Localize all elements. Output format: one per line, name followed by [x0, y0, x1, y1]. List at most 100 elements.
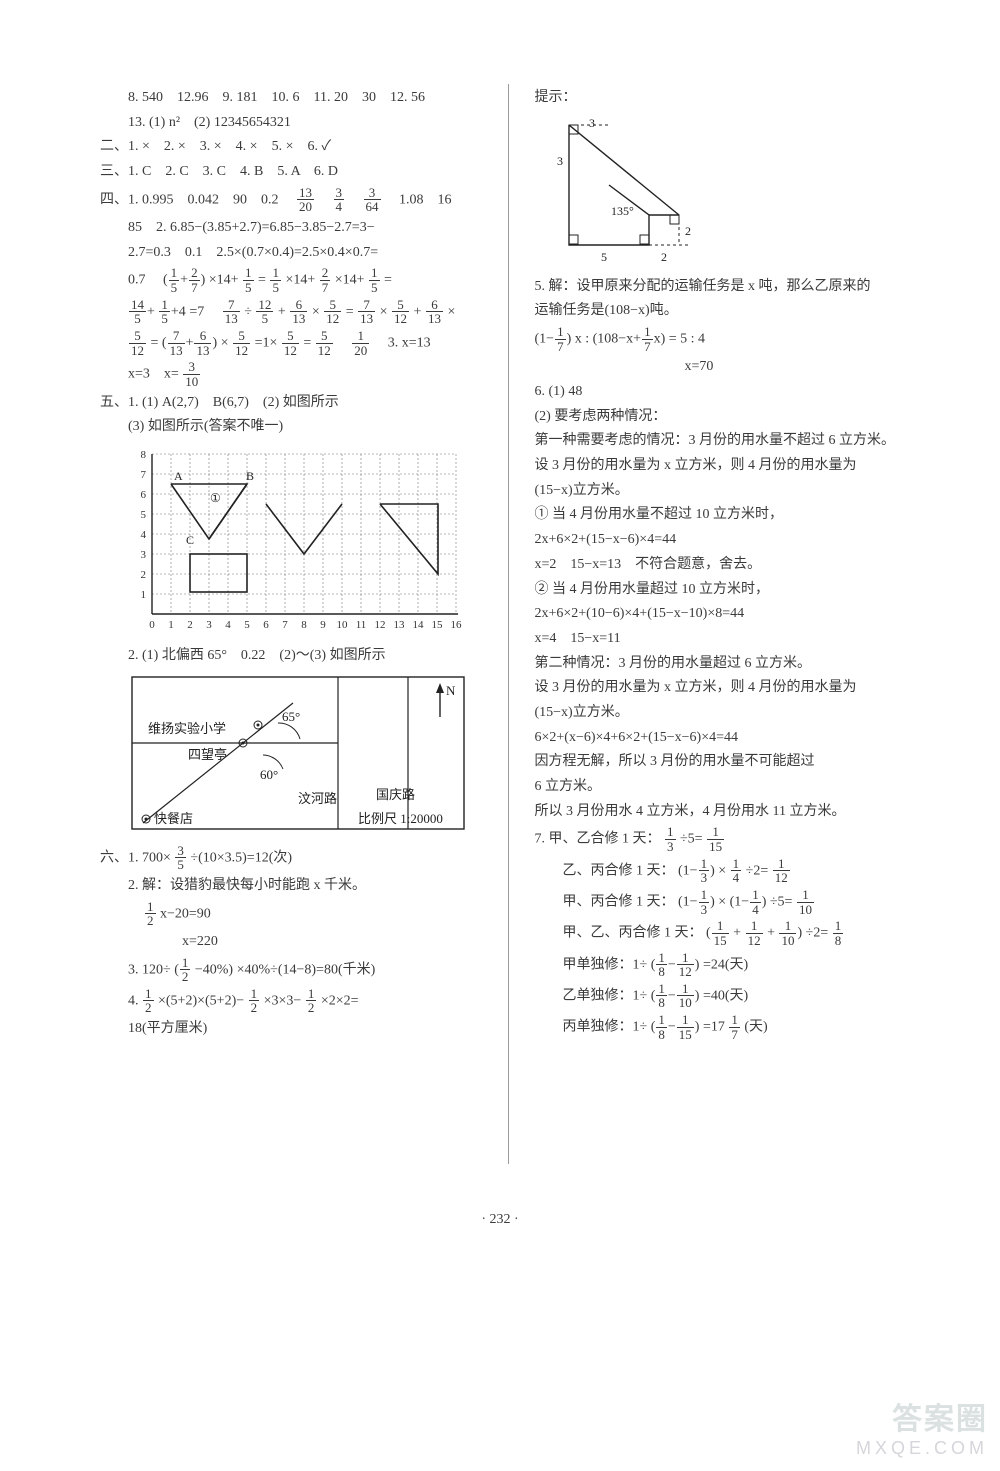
t: −40% — [195, 962, 229, 977]
t: × — [447, 304, 455, 319]
text: 5. 解：设甲原来分配的运输任务是 x 吨，那么乙原来的 — [535, 276, 917, 298]
t: =17 — [703, 1019, 725, 1034]
svg-text:9: 9 — [320, 619, 326, 631]
fraction: 713 — [167, 329, 186, 357]
t: 3. x=13 — [374, 335, 431, 350]
t: ÷5= — [680, 832, 703, 847]
fraction: 13 — [698, 857, 711, 885]
fraction: 512 — [391, 298, 410, 326]
fraction: 112 — [772, 857, 791, 885]
t: 丙单独修：1÷ — [563, 1019, 648, 1034]
fraction: 613 — [425, 298, 444, 326]
fraction: 713 — [357, 298, 376, 326]
fraction: 145 — [128, 298, 147, 326]
t: ×3×3− — [264, 993, 302, 1008]
text: 六、1. 700× 35 ÷(10×3.5)=12(次) — [100, 844, 482, 872]
svg-text:11: 11 — [356, 619, 367, 631]
text: 8. 540 12.96 9. 181 10. 6 11. 20 30 12. … — [100, 87, 482, 109]
text: 6. (1) 48 — [535, 381, 917, 403]
fraction: 115 — [706, 825, 725, 853]
t: × — [221, 335, 229, 350]
text: 2. 解：设猎豹最快每小时能跑 x 千米。 — [100, 875, 482, 897]
text: 7. 甲、乙合修 1 天： 13 ÷5= 115 — [535, 825, 917, 853]
t: 甲单独修：1÷ — [563, 957, 648, 972]
fraction: 17 — [641, 325, 654, 353]
t: = 5 : 4 — [669, 331, 705, 346]
svg-text:4: 4 — [141, 529, 147, 541]
text: 2x+6×2+(10−6)×4+(15−x−10)×8=44 — [535, 603, 917, 625]
fraction: 512 — [315, 329, 334, 357]
tri-label: 2 — [661, 250, 667, 264]
fraction: 27 — [188, 266, 201, 294]
t: = — [346, 304, 354, 319]
fraction: 13 — [664, 825, 677, 853]
svg-text:3: 3 — [141, 549, 147, 561]
text: 因方程无解，所以 3 月份的用水量不可能超过 — [535, 751, 917, 773]
fraction: 34 — [333, 186, 346, 214]
fraction: 1320 — [296, 186, 315, 214]
t: + — [733, 926, 741, 941]
fraction: 13 — [698, 888, 711, 916]
t: ×2×2= — [321, 993, 359, 1008]
fraction: 115 — [711, 919, 730, 947]
text: 2.7=0.3 0.1 2.5×(0.7×0.4)=2.5×0.4×0.7= — [100, 242, 482, 264]
fraction: 125 — [255, 298, 274, 326]
tri-label: 5 — [601, 250, 607, 264]
left-column: 8. 540 12.96 9. 181 10. 6 11. 20 30 12. … — [100, 84, 482, 1164]
fraction: 110 — [796, 888, 815, 916]
text: 3. 120÷ (12 −40%) ×40%÷(14−8)=80(千米) — [100, 956, 482, 984]
fraction: 17 — [728, 1013, 741, 1041]
fraction: 512 — [281, 329, 300, 357]
fraction: 12 — [305, 987, 318, 1015]
text: 丙单独修：1÷ (18−115) =17 17 (天) — [535, 1013, 917, 1041]
text: (3) 如图所示(答案不唯一) — [100, 416, 482, 438]
fraction: 18 — [655, 951, 668, 979]
text: 二、1. × 2. × 3. × 4. × 5. × 6. ✓ — [100, 136, 482, 158]
t: × — [380, 304, 388, 319]
text: 6×2+(x−6)×4+6×2+(15−x−6)×4=44 — [535, 727, 917, 749]
text: (15−x)立方米。 — [535, 480, 917, 502]
t: + — [767, 926, 775, 941]
tri-label: 3 — [557, 154, 563, 168]
text: x=70 — [535, 356, 917, 378]
fraction: 110 — [676, 982, 695, 1010]
text: 85 2. 6.85−(3.85+2.7)=6.85−3.85−2.7=3− — [100, 217, 482, 239]
t: 六、1. 700× — [100, 850, 171, 865]
fraction: 115 — [676, 1013, 695, 1041]
fraction: 613 — [289, 298, 308, 326]
tri-label: 135° — [611, 204, 634, 218]
text: 512 = (713+613) × 512 =1× 512 = 512 120 … — [100, 329, 482, 357]
text: 四、1. 0.995 0.042 90 0.2 1320 34 364 1.08… — [100, 186, 482, 214]
fraction: 12 — [144, 900, 157, 928]
t: + — [278, 304, 286, 319]
text: 4. 12 ×(5+2)×(5+2)− 12 ×3×3− 12 ×2×2= — [100, 987, 482, 1015]
t: ÷2= — [746, 863, 769, 878]
text: x=3 x= 310 — [100, 360, 482, 388]
svg-text:6: 6 — [263, 619, 269, 631]
grid-figure: A B C ① 012345678910111213141516 1234567… — [128, 444, 482, 639]
fraction: 18 — [655, 982, 668, 1010]
svg-text:8: 8 — [301, 619, 307, 631]
svg-text:1: 1 — [168, 619, 174, 631]
text: 13. (1) n² (2) 12345654321 — [100, 112, 482, 134]
text: 所以 3 月份用水 4 立方米，4 月份用水 11 立方米。 — [535, 801, 917, 823]
fraction: 15 — [368, 266, 381, 294]
fraction: 18 — [832, 919, 845, 947]
t: × — [718, 863, 726, 878]
t: 甲、乙、丙合修 1 天： — [563, 926, 703, 941]
t: (天) — [744, 1019, 767, 1034]
grid-label: B — [246, 469, 254, 483]
fraction: 15 — [269, 266, 282, 294]
svg-text:12: 12 — [375, 619, 386, 631]
text: 五、1. (1) A(2,7) B(6,7) (2) 如图所示 — [100, 392, 482, 414]
page: 8. 540 12.96 9. 181 10. 6 11. 20 30 12. … — [0, 0, 1000, 1471]
t: 4. — [128, 993, 142, 1008]
fraction: 613 — [193, 329, 212, 357]
text: 第二种情况：3 月份的用水量超过 6 立方米。 — [535, 653, 917, 675]
text: 甲单独修：1÷ (18−112) =24(天) — [535, 951, 917, 979]
fraction: 17 — [554, 325, 567, 353]
map-label: 汶河路 — [298, 791, 337, 806]
fraction: 713 — [222, 298, 241, 326]
fraction: 112 — [676, 951, 695, 979]
t: + — [414, 304, 422, 319]
